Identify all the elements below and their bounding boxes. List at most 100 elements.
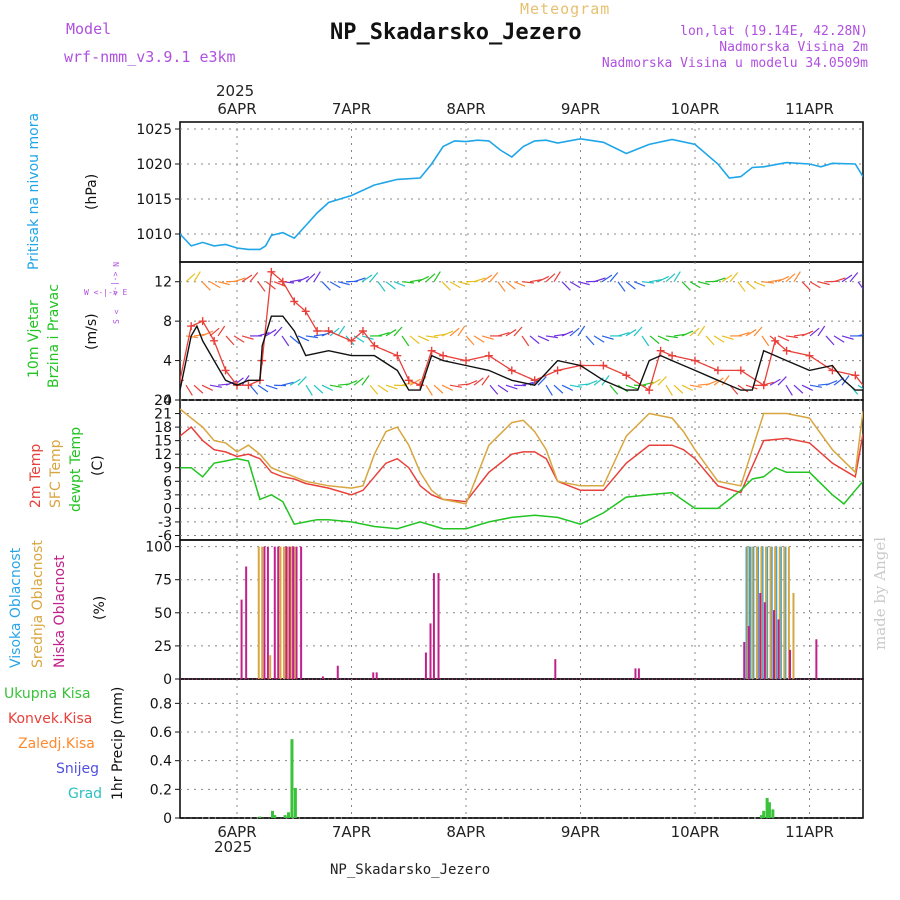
ytick-label: 12 bbox=[154, 275, 172, 291]
wind-arrow bbox=[649, 279, 662, 283]
wind-arrow bbox=[449, 281, 461, 289]
wind-arrow bbox=[617, 281, 626, 292]
legend-frozen-precip: Zaledj.Kisa bbox=[18, 736, 95, 752]
wind-arrow bbox=[201, 330, 214, 337]
wind-arrow bbox=[289, 335, 300, 345]
temp2m-line bbox=[180, 426, 863, 503]
wind-arrow bbox=[401, 335, 410, 347]
wind-arrow bbox=[825, 380, 838, 386]
precip-bar bbox=[290, 739, 294, 818]
wind-arrow bbox=[537, 376, 547, 386]
wind-arrow bbox=[369, 384, 379, 395]
wind-arrow bbox=[337, 325, 346, 337]
wind-arrow bbox=[417, 335, 430, 342]
gust-marker bbox=[622, 371, 631, 380]
wind-arrow bbox=[785, 273, 796, 283]
wind-arrow bbox=[289, 378, 301, 386]
wind-arrow bbox=[489, 384, 499, 395]
wind-arrow bbox=[721, 274, 733, 283]
wind-arrow bbox=[289, 279, 302, 283]
wind-arrow bbox=[481, 274, 493, 283]
wind-arrow bbox=[473, 277, 486, 283]
wind-arrow bbox=[209, 327, 220, 337]
wind-arrow bbox=[425, 273, 436, 283]
wind-arrow bbox=[625, 329, 637, 337]
gust-marker bbox=[404, 376, 413, 385]
wind-arrow bbox=[545, 335, 558, 339]
gust-marker bbox=[759, 381, 768, 390]
precip-bar bbox=[293, 787, 297, 818]
wind-arrow bbox=[185, 384, 193, 396]
gust-marker bbox=[553, 366, 562, 375]
wind-legend: N <-|-> W <-|-> E S < bbox=[82, 262, 142, 328]
gust-marker bbox=[691, 356, 699, 365]
wind-arrow bbox=[673, 384, 684, 394]
precip-bar bbox=[759, 815, 763, 818]
model-label: Model bbox=[66, 20, 112, 38]
wind-arrow bbox=[857, 333, 863, 337]
wind-arrow bbox=[745, 281, 756, 290]
wind-arrow bbox=[625, 384, 638, 390]
gust-marker bbox=[324, 327, 333, 335]
wind-arrow bbox=[681, 330, 694, 337]
wind-arrow bbox=[761, 335, 770, 347]
ytick-label: 24 bbox=[154, 393, 172, 409]
gust-line bbox=[180, 270, 863, 392]
ytick-label: 0 bbox=[163, 501, 172, 517]
precip-bar bbox=[287, 812, 291, 818]
wind-arrow bbox=[809, 281, 821, 289]
wind-arrow bbox=[337, 281, 350, 286]
wind-arrow bbox=[201, 281, 211, 291]
wind-arrow bbox=[729, 272, 739, 283]
precip-bar bbox=[270, 810, 274, 818]
wind-arrow bbox=[537, 335, 550, 342]
wind-arrow bbox=[561, 384, 574, 392]
wind-arrow bbox=[313, 271, 321, 283]
wind-arrow bbox=[825, 335, 835, 346]
gust-marker bbox=[427, 346, 436, 355]
bottom-date-label: 10APR bbox=[671, 823, 720, 841]
wind-arrow bbox=[385, 329, 397, 337]
wind-arrow bbox=[233, 335, 245, 343]
wind-arrow bbox=[233, 277, 246, 283]
wind-arrow bbox=[193, 271, 201, 283]
wind-arrow bbox=[529, 335, 540, 345]
wind-arrow bbox=[265, 329, 277, 337]
wind-arrow bbox=[569, 281, 581, 289]
gust-marker bbox=[393, 351, 402, 360]
wind-arrow bbox=[577, 325, 586, 337]
model-name: wrf-nmm_v3.9.1 e3km bbox=[64, 48, 236, 66]
wind-arrow bbox=[329, 384, 342, 388]
wind-arrow bbox=[249, 272, 259, 283]
wind-arrow bbox=[193, 384, 204, 394]
wind-arrow bbox=[697, 281, 710, 286]
ytick-label: 3 bbox=[163, 488, 172, 504]
wind-speed-line bbox=[180, 315, 863, 391]
wind-arrow bbox=[841, 335, 854, 340]
wind-arrow bbox=[257, 281, 266, 292]
wind-arrow bbox=[313, 384, 324, 394]
ytick-label: 0.6 bbox=[150, 725, 172, 741]
wind-arrow bbox=[329, 327, 340, 337]
ytick-label: 1015 bbox=[136, 192, 172, 208]
wind-arrow bbox=[769, 279, 782, 283]
gust-marker bbox=[771, 336, 780, 345]
wind-arrow bbox=[721, 375, 730, 386]
wind-arrow bbox=[321, 384, 334, 392]
wind-arrow bbox=[545, 273, 556, 283]
wind-arrow bbox=[593, 277, 606, 283]
gust-marker bbox=[736, 366, 745, 375]
ytick-label: 18 bbox=[154, 420, 172, 436]
wind-arrow bbox=[553, 271, 561, 283]
wind-arrow bbox=[737, 332, 750, 337]
wind-arrow bbox=[481, 375, 490, 386]
wind-arrow bbox=[353, 277, 366, 283]
wind-arrow bbox=[649, 378, 661, 386]
wind-arrow bbox=[385, 384, 398, 390]
wind-arrow bbox=[633, 281, 646, 287]
wind-arrow bbox=[625, 281, 636, 290]
top-date-label: 11APR bbox=[785, 100, 834, 118]
gust-marker bbox=[656, 346, 665, 355]
precip-bar bbox=[762, 810, 766, 818]
